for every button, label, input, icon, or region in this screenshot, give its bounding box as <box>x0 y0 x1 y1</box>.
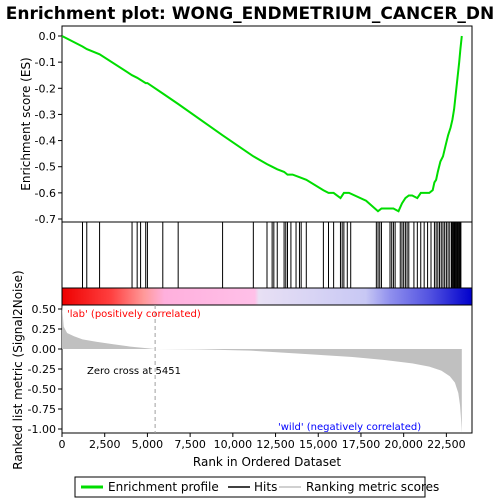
es-panel: 0.0 -0.1 -0.2 -0.3 -0.4 -0.5 -0.6 -0.7 <box>35 25 473 226</box>
metric-plot-frame <box>61 304 473 434</box>
es-y-tick-label: -0.2 <box>35 82 56 95</box>
es-y-tick-label: -0.7 <box>35 213 56 226</box>
x-tick-label: 15,000 <box>299 438 338 451</box>
metric-y-tick-label: 0.25 <box>32 323 57 336</box>
x-tick-label: 0 <box>59 438 66 451</box>
x-tick-label: 10,000 <box>214 438 253 451</box>
metric-y-tick-label: -0.75 <box>28 403 56 416</box>
rank-color-bar <box>61 287 473 306</box>
es-y-tick-label: -0.4 <box>35 135 56 148</box>
metric-y-axis-label: Ranked list metric (Signal2Noise) <box>11 270 25 469</box>
es-y-axis-label: Enrichment score (ES) <box>19 57 33 190</box>
es-y-tick-label: -0.1 <box>35 56 56 69</box>
positive-correlation-label: 'lab' (positively correlated) <box>67 309 201 320</box>
x-tick-label: 12,500 <box>256 438 295 451</box>
legend: Enrichment profile Hits Ranking metric s… <box>74 476 439 498</box>
es-y-tick-label: -0.5 <box>35 161 56 174</box>
x-tick-label: 20,000 <box>384 438 423 451</box>
legend-label-enrichment-profile: Enrichment profile <box>108 480 219 494</box>
x-axis: 0 2,500 5,000 7,500 10,000 12,500 15,000 17,500… <box>59 433 466 451</box>
es-y-tick-label: 0.0 <box>39 30 57 43</box>
metric-y-tick-label: 0.50 <box>32 303 57 316</box>
hits-panel <box>61 221 473 289</box>
es-plot-frame <box>61 25 473 223</box>
es-y-tick-label: -0.3 <box>35 108 56 121</box>
es-y-axis: 0.0 -0.1 -0.2 -0.3 -0.4 -0.5 -0.6 -0.7 <box>35 30 62 226</box>
x-tick-label: 2,500 <box>89 438 121 451</box>
metric-y-tick-label: 0.00 <box>32 343 57 356</box>
metric-panel: 0.50 0.25 0.00 -0.25 -0.50 -0.75 -1.00 'lab' (… <box>28 303 473 436</box>
x-tick-label: 22,500 <box>427 438 466 451</box>
chart-title: Enrichment plot: WONG_ENDMETRIUM_CANCER_… <box>6 4 495 24</box>
x-tick-label: 5,000 <box>132 438 164 451</box>
metric-y-tick-label: -0.25 <box>28 363 56 376</box>
x-tick-label: 17,500 <box>342 438 381 451</box>
legend-label-hits: Hits <box>254 480 277 494</box>
x-axis-label: Rank in Ordered Dataset <box>193 455 341 469</box>
metric-y-axis: 0.50 0.25 0.00 -0.25 -0.50 -0.75 -1.00 <box>28 303 62 436</box>
x-tick-label: 7,500 <box>174 438 206 451</box>
zero-cross-label: Zero cross at 5451 <box>87 366 181 377</box>
metric-y-tick-label: -1.00 <box>28 423 56 436</box>
enrichment-profile-line <box>61 35 463 213</box>
metric-y-tick-label: -0.50 <box>28 383 56 396</box>
negative-correlation-label: 'wild' (negatively correlated) <box>278 422 421 433</box>
es-y-tick-label: -0.6 <box>35 187 56 200</box>
hit-markers <box>82 222 462 288</box>
legend-label-ranking-metric: Ranking metric scores <box>306 480 439 494</box>
